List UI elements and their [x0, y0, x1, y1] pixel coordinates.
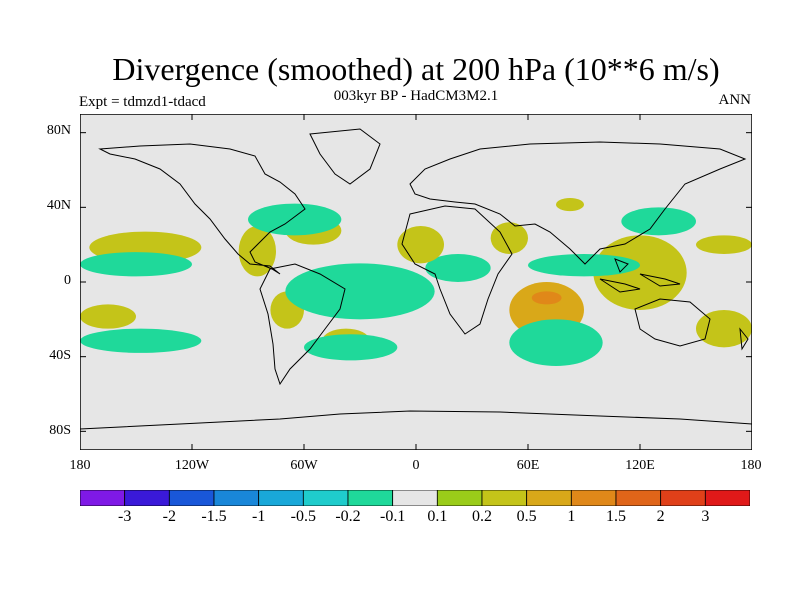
- region-south-asia-neg: [528, 254, 640, 277]
- colorbar: [80, 490, 750, 506]
- colorbar-label: -2: [162, 508, 176, 525]
- region-central-america-pos: [238, 226, 276, 277]
- south-america-coast: [259, 263, 346, 386]
- lat-label-40s: 40S: [49, 348, 71, 363]
- region-tropical-atlantic-neg: [285, 263, 435, 320]
- maritime-islands-coast: [599, 258, 681, 293]
- eurasia-coast: [409, 141, 747, 265]
- lat-label-80n: 80N: [46, 123, 71, 138]
- lon-label-60e: 60E: [516, 458, 540, 473]
- lon-label-180e: 180: [740, 458, 762, 473]
- colorbar-label: 0.2: [472, 508, 492, 525]
- colorbar-box: [615, 490, 662, 506]
- colorbar-box: [347, 490, 394, 506]
- region-south-pacific-pos-band: [80, 304, 136, 329]
- region-western-pacific-pos: [696, 310, 752, 348]
- colorbar-box: [526, 490, 572, 506]
- africa-coast: [401, 205, 513, 335]
- colorbar-label: -0.1: [379, 508, 406, 525]
- lon-label-0: 0: [412, 458, 420, 473]
- map-title: Divergence (smoothed) at 200 hPa (10**6 …: [112, 51, 720, 87]
- colorbar-box: [704, 490, 750, 506]
- colorbar-label: -3: [117, 508, 132, 525]
- region-south-atlantic-neg: [304, 334, 398, 361]
- region-south-pacific-neg-band: [80, 328, 202, 353]
- region-sahel-neg: [425, 254, 491, 282]
- greenland-coast: [309, 128, 381, 185]
- colorbar-label: -1: [251, 508, 266, 525]
- region-eastern-pacific-neg-band: [80, 252, 192, 277]
- colorbar-box: [570, 490, 617, 506]
- colorbar-box: [392, 490, 438, 506]
- colorbar-label: 1: [567, 508, 576, 525]
- experiment-label: Expt = tdmzd1-tdacd: [79, 94, 206, 110]
- colorbar-label: 1.5: [606, 508, 626, 525]
- australia-coast: [634, 298, 711, 347]
- colorbar-box: [124, 490, 170, 506]
- north-america-coast: [98, 143, 306, 275]
- lon-label-120e: 120E: [625, 458, 655, 473]
- region-east-asia-neg: [621, 207, 697, 236]
- map-subtitle: 003kyr BP - HadCM3M2.1: [333, 88, 499, 104]
- colorbar-box: [80, 490, 126, 506]
- anomaly-regions: [80, 198, 752, 366]
- colorbar-label: -1.5: [201, 508, 227, 525]
- antarctica-coast: [80, 410, 752, 430]
- region-north-atlantic-neg: [248, 203, 342, 236]
- period-label: ANN: [718, 92, 752, 108]
- lon-label-120w: 120W: [174, 458, 210, 473]
- colorbar-box: [660, 490, 706, 506]
- colorbar-label: -0.2: [335, 508, 361, 525]
- colorbar-box: [302, 490, 349, 506]
- colorbar-label: 3: [701, 508, 710, 525]
- coastlines: [80, 128, 752, 430]
- map-ticks: [80, 114, 752, 450]
- lon-label-60w: 60W: [290, 458, 318, 473]
- region-africa-pos: [397, 226, 444, 264]
- lat-label-0: 0: [64, 273, 71, 288]
- colorbar-box: [168, 490, 215, 506]
- region-arabia-pos: [490, 222, 528, 254]
- divergence-map: [80, 114, 752, 450]
- lat-label-80s: 80S: [49, 423, 71, 438]
- colorbar-label: 0.1: [427, 508, 448, 525]
- colorbar-box: [436, 490, 483, 506]
- colorbar-label: 2: [656, 508, 665, 525]
- colorbar-box: [258, 490, 304, 506]
- colorbar-box: [481, 490, 528, 506]
- region-indian-ocean-neg: [509, 319, 603, 366]
- colorbar-label: -0.5: [290, 508, 316, 525]
- region-western-pacific-north-pos: [696, 235, 752, 254]
- region-indian-ocean-core: [531, 291, 562, 305]
- colorbar-box: [213, 490, 260, 506]
- region-maritime-continent-pos: [593, 235, 687, 310]
- new-zealand-coast: [739, 327, 749, 351]
- region-tibet-pos: [556, 198, 584, 212]
- lon-label-180w: 180: [69, 458, 91, 473]
- colorbar-label: 0.5: [516, 508, 537, 525]
- lat-label-40n: 40N: [46, 198, 71, 213]
